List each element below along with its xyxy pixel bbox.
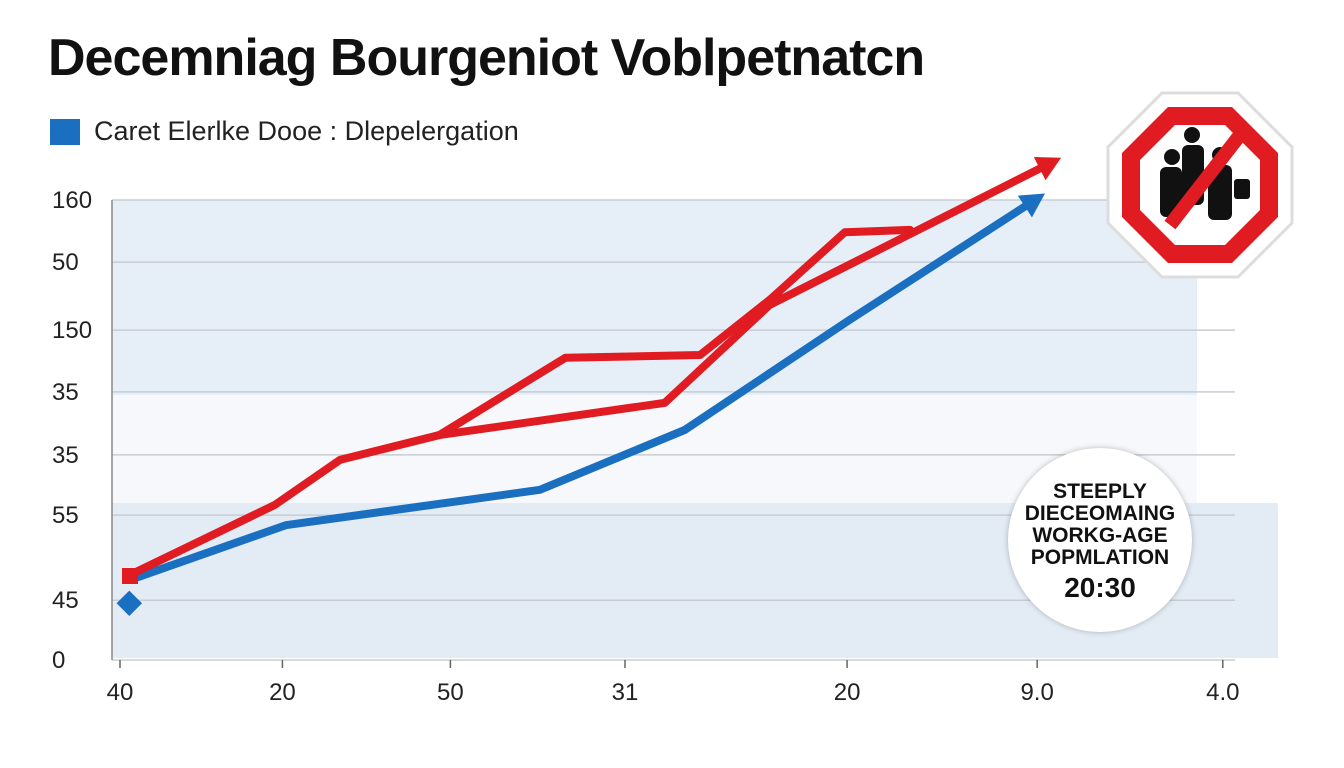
legend-swatch [50,118,80,145]
start-marker-red [122,568,138,584]
badge-year: 20:30 [1064,572,1136,603]
shade-band-top [112,200,1197,395]
y-tick-label: 35 [52,442,79,469]
data-point-red-a [337,457,342,462]
data-point-blue [283,523,288,528]
badge-line: STEEPLY [1053,480,1147,503]
y-tick-label: 45 [52,587,79,614]
x-tick-label: 31 [612,679,639,706]
data-point-blue [682,428,687,432]
data-point-red-b [842,230,847,235]
chart-title: Decemniag Bourgeniot Voblpetnatcn [48,29,925,87]
no-people-sign-icon [1106,91,1294,279]
legend-label: Caret Elerlke Dooe : Dlepelergation [94,116,519,146]
x-tick-label: 4.0 [1206,679,1239,706]
legend: Caret Elerlke Dooe : Dlepelergation [50,116,519,147]
y-tick-label: 0 [52,647,65,674]
badge-line: POPMLATION [1030,546,1170,569]
x-tick-label: 9.0 [1020,679,1053,706]
data-point-red-b [437,433,442,438]
data-point-blue [537,487,542,492]
annotation-badge: STEEPLY DIECEOMAING WORKG-AGE POPMLATION… [1008,448,1192,632]
data-point-red-b [767,297,772,302]
badge-line: WORKG-AGE [1032,524,1168,547]
y-tick-label: 160 [52,187,92,214]
y-tick-label: 35 [52,379,79,406]
badge-line: DIECEOMAING [1024,502,1176,525]
series-line-red-b [435,225,915,440]
arrowhead-red-a [1033,157,1062,181]
data-point-red-b [908,227,913,232]
series-line-blue [125,196,1039,584]
y-tick-label: 150 [52,317,92,344]
x-tick-label: 50 [437,679,464,706]
data-point-red-a [662,400,667,405]
data-point-red-b [563,355,568,360]
y-tick-label: 55 [52,502,79,529]
data-point-blue [847,318,852,323]
x-tick-label: 20 [269,679,296,706]
x-tick-label: 40 [107,679,134,706]
arrowhead-blue [1017,193,1046,218]
data-point-red-a [272,502,277,507]
x-tick-label: 20 [834,679,861,706]
y-tick-label: 50 [52,249,79,276]
shade-band-mid [112,395,1197,505]
data-point-red-b [698,353,703,358]
